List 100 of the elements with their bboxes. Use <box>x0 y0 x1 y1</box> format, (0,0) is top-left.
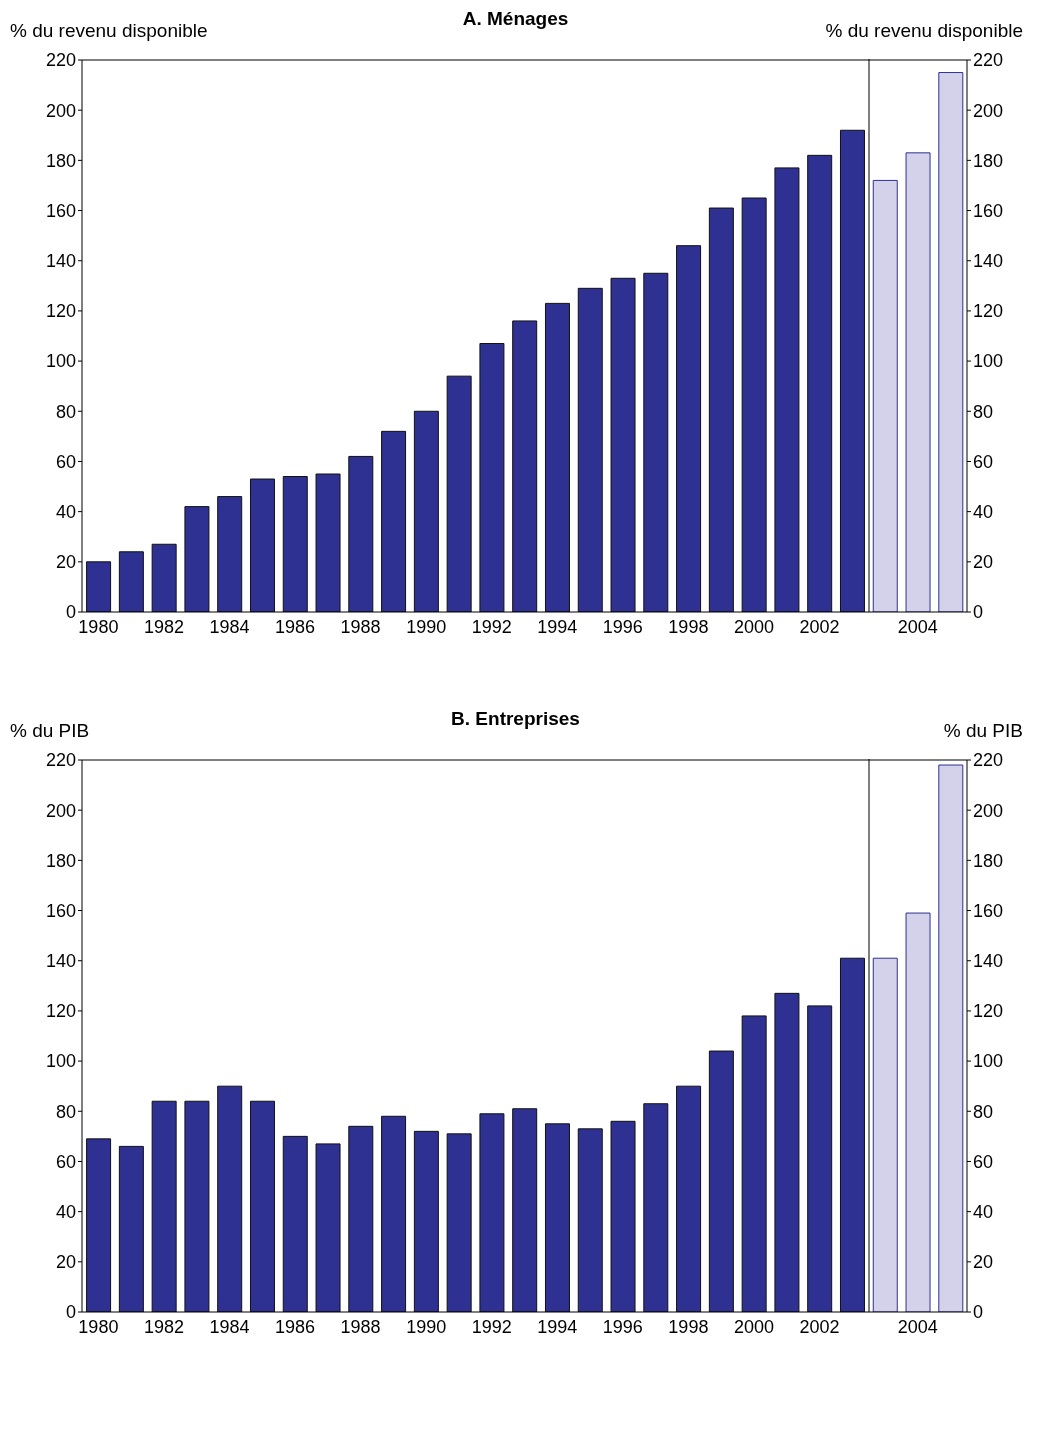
bar <box>708 1050 734 1312</box>
bar <box>807 1005 833 1312</box>
y2-tick-label: 80 <box>973 1101 994 1122</box>
bar <box>184 506 210 612</box>
y-tick-label: 180 <box>45 850 76 871</box>
bar <box>151 543 177 612</box>
bar <box>610 277 636 612</box>
bar <box>413 1130 439 1312</box>
y2-tick-label: 120 <box>973 301 1004 322</box>
x-tick-label: 2004 <box>897 616 938 637</box>
bar <box>643 272 669 612</box>
bar <box>905 152 931 612</box>
y2-tick-label: 20 <box>973 1252 994 1273</box>
y2-tick-label: 0 <box>973 1302 984 1323</box>
bar <box>184 1100 210 1312</box>
x-tick-label: 1996 <box>602 1316 643 1337</box>
y2-tick-label: 100 <box>973 351 1004 372</box>
bar <box>577 287 603 612</box>
bar <box>249 1100 275 1312</box>
x-tick-label: 1994 <box>537 616 578 637</box>
y-tick-label: 220 <box>45 750 76 771</box>
y-tick-label: 140 <box>45 951 76 972</box>
bar <box>381 1115 407 1312</box>
y2-tick-label: 200 <box>973 100 1004 121</box>
y-axis-title: % du PIB <box>10 720 90 742</box>
bar <box>938 72 964 612</box>
y2-tick-label: 200 <box>973 800 1004 821</box>
bar <box>577 1128 603 1312</box>
y-tick-label: 0 <box>65 602 76 623</box>
bar <box>479 343 505 612</box>
x-tick-label: 2004 <box>897 1316 938 1337</box>
x-tick-label: 1998 <box>668 616 709 637</box>
y2-tick-label: 60 <box>973 1151 994 1172</box>
bar <box>512 1108 538 1312</box>
bar <box>348 455 374 612</box>
bar <box>741 1015 767 1312</box>
x-tick-label: 1986 <box>275 1316 316 1337</box>
y2-tick-label: 40 <box>973 1202 994 1223</box>
y-tick-label: 100 <box>45 351 76 372</box>
bar <box>544 302 570 612</box>
x-tick-label: 1980 <box>78 616 119 637</box>
bar <box>315 473 341 612</box>
bar <box>118 551 144 612</box>
x-tick-label: 1980 <box>78 1316 119 1337</box>
x-tick-label: 1988 <box>340 1316 381 1337</box>
y2-tick-label: 140 <box>973 951 1004 972</box>
bar <box>118 1145 144 1312</box>
bar <box>479 1113 505 1312</box>
x-tick-label: 1990 <box>406 616 447 637</box>
x-tick-label: 1982 <box>143 616 184 637</box>
bar <box>249 478 275 612</box>
bar <box>774 167 800 612</box>
y2-tick-label: 20 <box>973 552 994 573</box>
y-tick-label: 200 <box>45 100 76 121</box>
y-tick-label: 80 <box>55 1101 76 1122</box>
chart-title: A. Ménages <box>462 8 569 29</box>
y2-tick-label: 80 <box>973 401 994 422</box>
bar <box>86 1138 112 1312</box>
y2-tick-label: 100 <box>973 1051 1004 1072</box>
y-tick-label: 160 <box>45 900 76 921</box>
bar <box>217 1085 243 1312</box>
y-tick-label: 120 <box>45 1001 76 1022</box>
bar <box>676 1085 702 1312</box>
bar <box>348 1125 374 1312</box>
bar <box>839 957 865 1312</box>
bar <box>905 912 931 1312</box>
y2-axis-title: % du PIB <box>943 720 1023 742</box>
bar <box>676 245 702 612</box>
y-tick-label: 200 <box>45 800 76 821</box>
x-tick-label: 1998 <box>668 1316 709 1337</box>
bar <box>512 320 538 612</box>
y-tick-label: 180 <box>45 150 76 171</box>
bar <box>839 129 865 612</box>
y2-tick-label: 220 <box>973 750 1004 771</box>
bar <box>282 1135 308 1312</box>
y2-tick-label: 180 <box>973 150 1004 171</box>
bar <box>446 375 472 612</box>
y2-tick-label: 180 <box>973 850 1004 871</box>
y-tick-label: 0 <box>65 1302 76 1323</box>
bar <box>315 1143 341 1312</box>
bar <box>544 1123 570 1312</box>
bar <box>446 1133 472 1312</box>
y-tick-label: 40 <box>55 502 76 523</box>
x-tick-label: 2002 <box>799 1316 840 1337</box>
y-tick-label: 160 <box>45 200 76 221</box>
x-tick-label: 2000 <box>733 616 774 637</box>
y2-tick-label: 60 <box>973 451 994 472</box>
x-tick-label: 1992 <box>471 616 512 637</box>
x-tick-label: 1984 <box>209 1316 250 1337</box>
y-tick-label: 220 <box>45 50 76 71</box>
x-tick-label: 1994 <box>537 1316 578 1337</box>
x-tick-label: 1992 <box>471 1316 512 1337</box>
y-tick-label: 20 <box>55 552 76 573</box>
x-tick-label: 2002 <box>799 616 840 637</box>
bar <box>217 496 243 612</box>
y-tick-label: 100 <box>45 1051 76 1072</box>
bar <box>938 764 964 1312</box>
bar <box>381 430 407 612</box>
y-tick-label: 40 <box>55 1202 76 1223</box>
y2-axis-title: % du revenu disponible <box>825 20 1023 42</box>
